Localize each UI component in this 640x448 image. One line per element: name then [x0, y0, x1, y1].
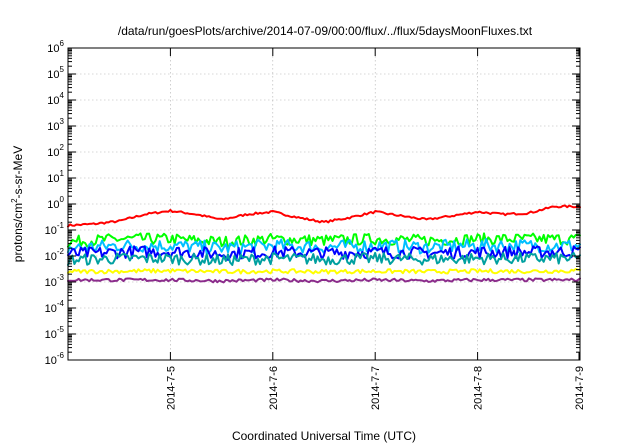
x-tick-label: 2014-7-5 — [165, 366, 177, 410]
y-tick-labels: 10-6 10-5 10-4 10-3 10-2 10-1 100 101 102 103 104 1… — [45, 39, 65, 367]
y-tick-label: 10-3 — [45, 273, 65, 289]
grid — [68, 48, 580, 360]
series-line — [67, 277, 581, 284]
series-line — [67, 268, 581, 275]
x-tick-label: 2014-7-7 — [370, 366, 382, 410]
y-tick-label: 10-2 — [45, 247, 65, 263]
y-tick-label: 104 — [47, 91, 64, 107]
series-layer — [67, 204, 581, 284]
ticks — [68, 47, 580, 361]
y-axis-label: protons/cm2-s-sr-MeV — [10, 146, 25, 262]
y-tick-label: 10-4 — [45, 299, 65, 315]
series-line — [67, 204, 581, 228]
y-tick-label: 103 — [47, 117, 64, 133]
y-tick-label: 100 — [47, 195, 64, 211]
y-tick-label: 10-1 — [45, 221, 65, 237]
x-tick-label: 2014-7-6 — [268, 366, 280, 410]
y-tick-label: 101 — [47, 169, 64, 185]
y-tick-label: 10-5 — [45, 325, 65, 341]
x-tick-labels: 2014-7-5 2014-7-6 2014-7-7 2014-7-8 2014-7-9 — [165, 366, 586, 410]
y-tick-label: 105 — [47, 65, 64, 81]
y-tick-label: 106 — [47, 39, 64, 55]
y-tick-label: 10-6 — [45, 351, 65, 367]
series-line — [67, 232, 581, 249]
x-tick-label: 2014-7-8 — [473, 366, 485, 410]
x-tick-label: 2014-7-9 — [574, 366, 586, 410]
y-tick-label: 102 — [47, 143, 64, 159]
x-axis-label: Coordinated Universal Time (UTC) — [232, 429, 416, 443]
series-line — [67, 251, 581, 266]
chart-title: /data/run/goesPlots/archive/2014-07-09/0… — [118, 24, 533, 38]
